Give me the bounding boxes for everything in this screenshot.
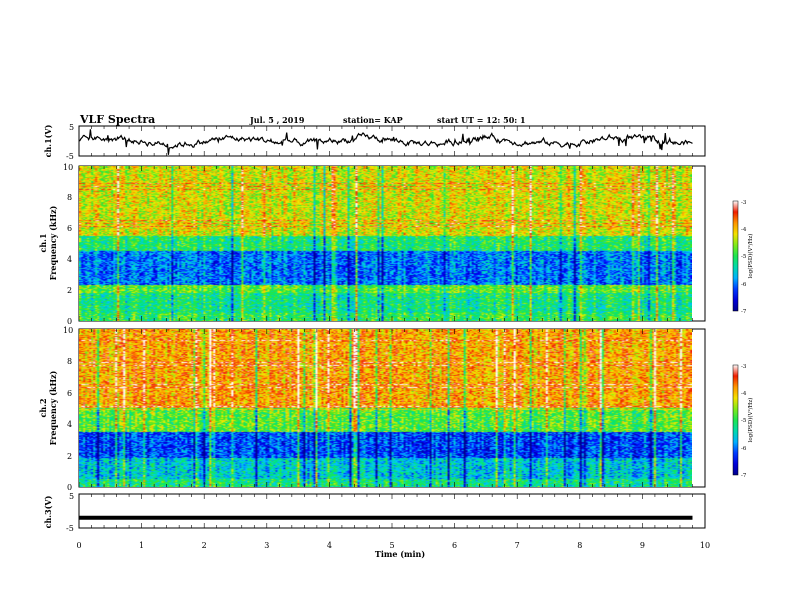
- figure-title: VLF Spectra: [79, 113, 155, 126]
- ch1-ytick-top: 5: [69, 123, 74, 132]
- ch1-colorbar-gradient: [732, 200, 739, 312]
- ch1-ytick-bottom: -5: [66, 152, 74, 161]
- ch2-spectrogram-image: [79, 329, 692, 487]
- ch1-spec-ytick: 10: [63, 163, 73, 172]
- ch2-spec-ytick: 4: [67, 420, 72, 429]
- x-axis-ticks: 0 1 2 3 4 5 6 7 8 9 10: [76, 541, 710, 550]
- ch1-spec-yticks: 0 2 4 6 8 10: [63, 163, 73, 326]
- x-tick-label: 4: [327, 541, 332, 550]
- ch3-ytick-top: 5: [69, 492, 74, 501]
- ch2-cb-tick: -6: [741, 446, 747, 452]
- ch1-spectrogram-panel: 0 2 4 6 8 10 ch.1Frequency (kHz) -3 -4 -…: [38, 163, 754, 326]
- ch1-cb-tick: -4: [741, 227, 747, 233]
- ch2-spectrogram-panel: 0 2 4 6 8 10 ch.2Frequency (kHz) -3 -4 -…: [38, 326, 754, 492]
- ch1-spec-ytick: 0: [67, 317, 72, 326]
- ch1-spec-ytick: 6: [67, 224, 72, 233]
- x-tick-label: 5: [389, 541, 394, 550]
- ch1-spec-ylabel-ch: ch.1Frequency (kHz): [38, 205, 58, 280]
- ch3-ylabel: ch.3(V): [43, 495, 53, 528]
- x-tick-label: 3: [264, 541, 269, 550]
- x-tick-label: 0: [76, 541, 81, 550]
- ch1-cb-tick: -3: [741, 200, 747, 206]
- x-axis-label: Time (min): [375, 549, 425, 559]
- ch2-cb-label: log(PSD)(V²/Hz): [747, 398, 754, 443]
- ch2-colorbar: -3 -4 -5 -6 -7 log(PSD)(V²/Hz): [732, 364, 754, 479]
- x-tick-label: 1: [139, 541, 144, 550]
- ch2-spec-ytick: 2: [67, 452, 72, 461]
- ch2-colorbar-gradient: [732, 364, 739, 476]
- x-tick-label: 2: [202, 541, 207, 550]
- ch1-spectrogram-image: [79, 166, 692, 321]
- ch2-spec-ytick: 6: [67, 389, 72, 398]
- ch2-cb-tick: -3: [741, 364, 747, 370]
- ch1-cb-tick: -6: [741, 282, 747, 288]
- ch3-ytick-bottom: -5: [66, 524, 74, 533]
- ch1-spec-ytick: 8: [67, 193, 72, 202]
- x-tick-label: 10: [700, 541, 710, 550]
- ch1-cb-tick: -7: [741, 309, 747, 315]
- ch1-colorbar: -3 -4 -5 -6 -7 log(PSD)(V²/Hz): [732, 200, 754, 315]
- x-tick-label: 7: [515, 541, 520, 550]
- x-tick-label: 8: [577, 541, 582, 550]
- ch1-spec-ytick: 2: [67, 286, 72, 295]
- ch2-cb-tick: -4: [741, 391, 747, 397]
- ch3-frame: [78, 493, 706, 529]
- ch1-panel: 5 -5 ch.1(V): [43, 123, 706, 161]
- ch2-spec-ytick: 8: [67, 357, 72, 366]
- x-tick-label: 9: [640, 541, 645, 550]
- ch2-spec-ylabel: ch.2Frequency (kHz): [38, 370, 58, 445]
- x-tick-label: 6: [452, 541, 457, 550]
- ch2-spec-ytick: 10: [63, 326, 73, 335]
- ch2-spec-yticks: 0 2 4 6 8 10: [63, 326, 73, 492]
- start-time-label: start UT = 12: 50: 1: [437, 115, 526, 125]
- station-label: station= KAP: [343, 115, 403, 125]
- ch2-cb-tick: -7: [741, 473, 747, 479]
- ch1-cb-tick: -5: [741, 254, 747, 260]
- panel-minor-ticks: [78, 126, 706, 528]
- date-label: Jul. 5 , 2019: [249, 115, 305, 125]
- ch1-cb-label: log(PSD)(V²/Hz): [747, 234, 754, 279]
- ch3-panel: 5 -5 ch.3(V): [43, 492, 706, 533]
- ch1-ylabel: ch.1(V): [43, 124, 53, 157]
- ch2-cb-tick: -5: [741, 418, 747, 424]
- ch1-spec-ytick: 4: [67, 255, 72, 264]
- ch2-spec-ytick: 0: [67, 483, 72, 492]
- ch1-waveform-line: [78, 129, 693, 155]
